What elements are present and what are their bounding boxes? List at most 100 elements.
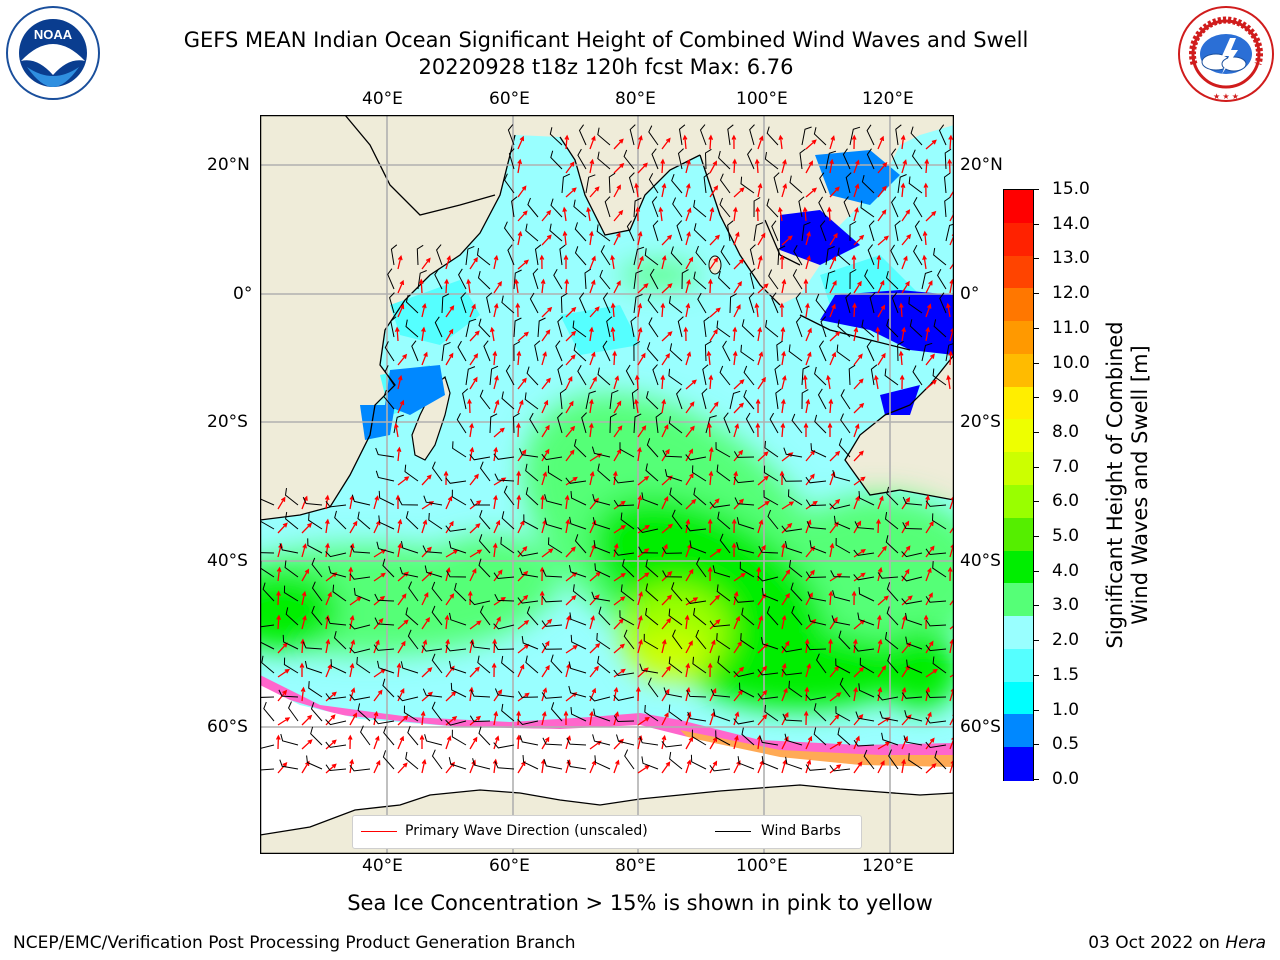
wave-direction-arrow: [661, 712, 669, 726]
wind-barb: [649, 268, 659, 290]
wave-direction-arrow: [517, 158, 523, 174]
wind-barb: [501, 295, 515, 314]
wind-barb: [503, 485, 515, 506]
wind-barb: [860, 200, 875, 218]
wave-direction-arrow: [781, 501, 795, 510]
wave-direction-arrow: [853, 159, 860, 174]
wind-barb: [793, 244, 803, 266]
wave-direction-arrow: [397, 735, 405, 750]
wave-direction-arrow: [755, 206, 761, 222]
wind-barb: [357, 511, 371, 530]
wave-direction-arrow: [685, 279, 691, 294]
wave-direction-arrow: [876, 614, 882, 630]
wind-barb: [840, 389, 851, 410]
wave-direction-arrow: [349, 614, 355, 630]
wave-direction-arrow: [685, 207, 692, 222]
wind-barb: [645, 559, 659, 578]
wave-direction-arrow: [733, 449, 744, 462]
wind-barb: [837, 727, 851, 746]
wind-barb: [743, 365, 755, 386]
colorbar-tick-mark: [1033, 709, 1039, 711]
wave-direction-arrow: [754, 302, 760, 318]
wave-direction-arrow: [754, 158, 760, 174]
wave-direction-arrow: [301, 590, 307, 606]
wave-direction-arrow: [781, 542, 786, 558]
wave-direction-arrow: [517, 760, 526, 774]
wave-direction-arrow: [301, 615, 307, 630]
wind-barb: [494, 473, 515, 482]
wind-barb: [613, 476, 635, 484]
wind-barb: [541, 620, 563, 627]
wave-direction-arrow: [421, 474, 432, 486]
wind-barb: [529, 292, 539, 314]
wind-barb: [795, 316, 803, 338]
wave-direction-arrow: [709, 206, 715, 222]
wind-barb: [759, 735, 779, 746]
colorbar-tick-mark: [1033, 258, 1039, 260]
wave-direction-arrow: [517, 594, 529, 606]
wind-barb: [434, 268, 443, 290]
colorbar-tick-mark: [1033, 293, 1039, 295]
lat-label: 40°S: [207, 551, 248, 571]
wave-direction-arrow: [301, 760, 310, 774]
wave-direction-arrow: [829, 764, 842, 774]
wind-barb: [512, 412, 520, 434]
wave-direction-arrow: [709, 328, 718, 342]
wave-direction-arrow: [347, 734, 353, 750]
wind-barb: [500, 536, 515, 554]
wind-barb: [311, 605, 323, 626]
wave-direction-arrow: [469, 736, 478, 750]
wave-direction-arrow: [781, 759, 787, 774]
wind-barb: [925, 596, 947, 603]
wave-direction-arrow: [805, 398, 811, 414]
wind-barb: [428, 512, 443, 530]
wind-barb: [606, 316, 613, 338]
wind-barb: [476, 248, 491, 266]
wind-barb: [592, 493, 611, 506]
wind-barb: [775, 388, 782, 410]
wind-barb: [705, 415, 717, 434]
wind-barb: [519, 735, 539, 746]
wind-barb: [718, 270, 731, 290]
wave-direction-arrow: [781, 712, 789, 726]
wave-direction-arrow: [661, 639, 667, 654]
wind-barb: [423, 495, 443, 506]
wave-direction-arrow: [685, 568, 694, 582]
wind-legend-line: [715, 831, 751, 832]
wave-direction-arrow: [901, 664, 910, 678]
wind-barb: [399, 566, 419, 578]
wind-barb: [333, 630, 347, 650]
wind-barb: [400, 661, 419, 674]
wave-direction-arrow: [301, 568, 310, 582]
wave-direction-arrow: [853, 183, 860, 198]
wind-barb: [719, 197, 731, 218]
wave-direction-arrow: [589, 158, 595, 174]
wave-direction-arrow: [661, 283, 673, 294]
wave-direction-arrow: [637, 255, 644, 270]
wind-barb: [478, 558, 491, 578]
wind-barb: [925, 717, 947, 724]
wave-direction-arrow: [757, 593, 767, 606]
wave-direction-arrow: [637, 615, 643, 630]
wave-direction-arrow: [660, 302, 666, 318]
wave-direction-arrow: [829, 450, 841, 462]
wind-barb: [814, 414, 827, 434]
wave-direction-arrow: [613, 184, 621, 198]
wind-barb: [553, 268, 563, 290]
wave-direction-arrow: [541, 424, 550, 438]
wind-barb: [788, 559, 803, 578]
wave-direction-arrow: [922, 230, 928, 246]
wave-direction-arrow: [397, 476, 410, 486]
wind-barb: [879, 711, 899, 722]
wave-direction-arrow: [945, 302, 951, 318]
wind-barb: [623, 629, 635, 650]
wind-barb: [884, 368, 899, 386]
wind-barb: [753, 222, 764, 242]
lat-label: 0°: [233, 284, 253, 304]
wind-barb: [736, 517, 755, 530]
wave-direction-arrow: [419, 734, 425, 749]
wave-direction-arrow: [877, 352, 886, 366]
wave-direction-arrow: [853, 686, 858, 702]
wave-direction-arrow: [925, 139, 937, 150]
wave-direction-arrow: [829, 232, 838, 246]
